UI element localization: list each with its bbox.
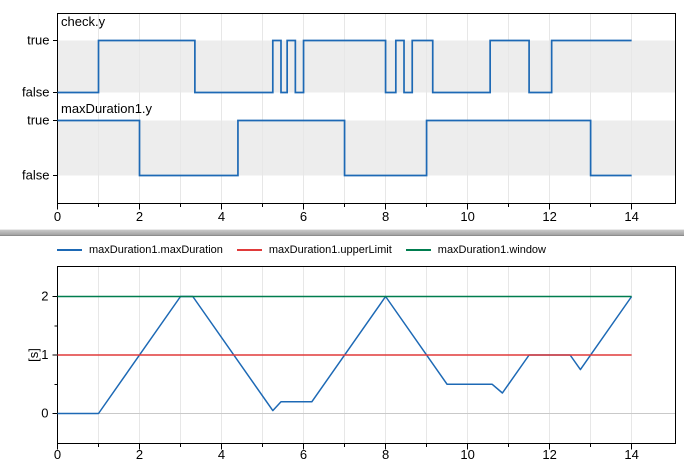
boolean-band — [57, 120, 676, 176]
signal-name-label: check.y — [61, 14, 106, 29]
x-axis-tick-label: 12 — [542, 447, 556, 462]
legend-item-upperlimit[interactable]: maxDuration1.upperLimit — [236, 244, 392, 256]
x-axis-tick-label: 6 — [300, 447, 307, 462]
bool-tick-label: true — [27, 113, 49, 128]
legend-line-swatch-red — [236, 249, 262, 251]
legend: maxDuration1.maxDuration maxDuration1.up… — [57, 244, 546, 256]
bool-tick-label: false — [22, 85, 49, 100]
x-axis-tick-label: 4 — [218, 209, 225, 224]
x-axis-tick-label: 0 — [54, 209, 61, 224]
x-axis-tick-label: 6 — [300, 209, 307, 224]
x-axis-tick-label: 10 — [460, 209, 474, 224]
bool-tick-label: false — [22, 168, 49, 183]
boolean-signal-curve[interactable] — [57, 119, 632, 177]
legend-line-swatch-green — [405, 249, 431, 251]
x-axis-tick-label: 12 — [542, 209, 556, 224]
boolean-signal-curve[interactable] — [57, 39, 632, 94]
x-axis-tick-label: 14 — [624, 447, 638, 462]
boolean-band — [57, 40, 676, 93]
x-axis-tick-label: 14 — [624, 209, 638, 224]
y-axis-tick-label: 0 — [41, 406, 48, 421]
duration-plot-panel[interactable]: 012[s]0 2 4 6 8 10 12 14 — [26, 266, 676, 463]
x-axis-tick-label: 2 — [136, 209, 143, 224]
boolean-plot-panel[interactable]: true false check.y true false maxDuration1.y 0… — [22, 13, 676, 225]
legend-label: maxDuration1.window — [437, 244, 546, 256]
legend-item-window[interactable]: maxDuration1.window — [405, 244, 546, 256]
legend-label: maxDuration1.maxDuration — [89, 244, 223, 256]
x-axis-tick-label: 4 — [218, 447, 225, 462]
x-axis-tick-label: 8 — [382, 209, 389, 224]
legend-line-swatch-blue — [57, 249, 82, 251]
legend-item-maxduration[interactable]: maxDuration1.maxDuration — [57, 244, 223, 256]
x-axis-tick-label: 10 — [460, 447, 474, 462]
x-axis-tick-label: 2 — [136, 447, 143, 462]
bool-tick-label: true — [27, 33, 49, 48]
panel-splitter[interactable] — [0, 229, 684, 236]
y-axis-tick-label: 2 — [41, 289, 48, 304]
y-axis-unit-label: [s] — [26, 348, 41, 362]
x-axis-tick-label: 0 — [54, 447, 61, 462]
plot-frame — [57, 13, 676, 204]
y-axis-tick-label: 1 — [41, 347, 48, 362]
legend-label: maxDuration1.upperLimit — [268, 244, 392, 256]
x-axis-tick-label: 8 — [382, 447, 389, 462]
signal-name-label: maxDuration1.y — [61, 101, 153, 116]
